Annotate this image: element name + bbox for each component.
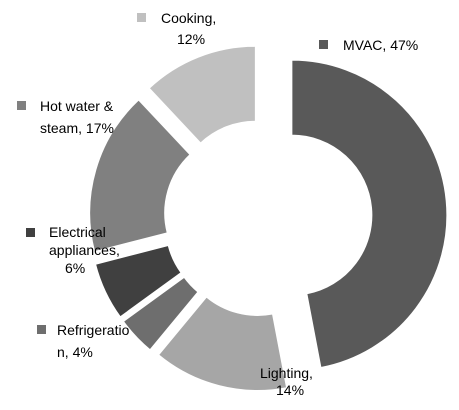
- slice-hot-water-steam: [89, 99, 191, 253]
- legend-marker-lighting: [239, 368, 248, 377]
- legend-marker-electrical-appliances: [26, 228, 35, 237]
- data-label-hot-water-steam: Hot water & steam, 17%: [40, 98, 114, 136]
- legend-marker-hot-water-steam: [17, 101, 26, 110]
- slices-group: [89, 45, 448, 391]
- data-label-electrical-appliances: Electrical appliances, 6%: [49, 224, 120, 276]
- slice-mvac: [291, 59, 448, 369]
- legend-marker-refrigeration: [37, 325, 46, 334]
- data-label-lighting: Lighting, 14%: [260, 365, 313, 398]
- labels-group: MVAC, 47% Lighting, 14% Refrigeratio n, 4% El…: [17, 10, 418, 398]
- data-label-cooking: Cooking, 12%: [161, 10, 216, 47]
- data-label-refrigeration: Refrigeratio n, 4%: [57, 322, 130, 360]
- slice-cooking: [148, 45, 256, 144]
- legend-marker-mvac: [319, 40, 328, 49]
- slice-lighting: [158, 296, 288, 391]
- slice-refrigeration: [122, 276, 199, 351]
- legend-marker-cooking: [137, 13, 146, 22]
- data-label-mvac: MVAC, 47%: [343, 37, 418, 53]
- slice-electrical-appliances: [94, 244, 182, 318]
